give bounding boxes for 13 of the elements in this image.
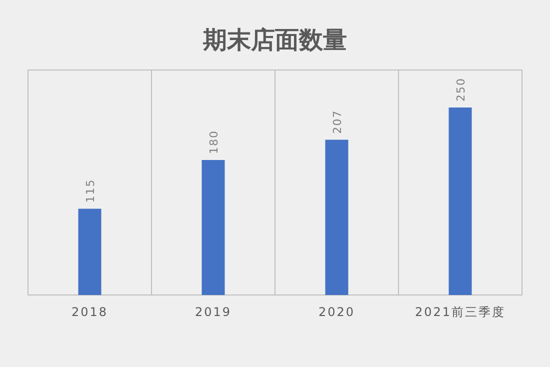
chart-title: 期末店面数量: [202, 26, 347, 54]
bar: [325, 140, 348, 295]
data-label: 207: [330, 110, 344, 134]
bar: [202, 160, 225, 295]
data-label: 180: [207, 130, 220, 154]
x-tick-label: 2018: [71, 305, 108, 319]
x-tick-label: 2019: [194, 305, 232, 319]
bar: [448, 108, 472, 295]
bar: [78, 208, 102, 295]
x-tick-label: 2020: [318, 305, 356, 319]
x-tick-label: 2021前三季度: [414, 305, 506, 319]
data-label: 115: [84, 178, 97, 203]
data-label: 250: [454, 78, 468, 102]
